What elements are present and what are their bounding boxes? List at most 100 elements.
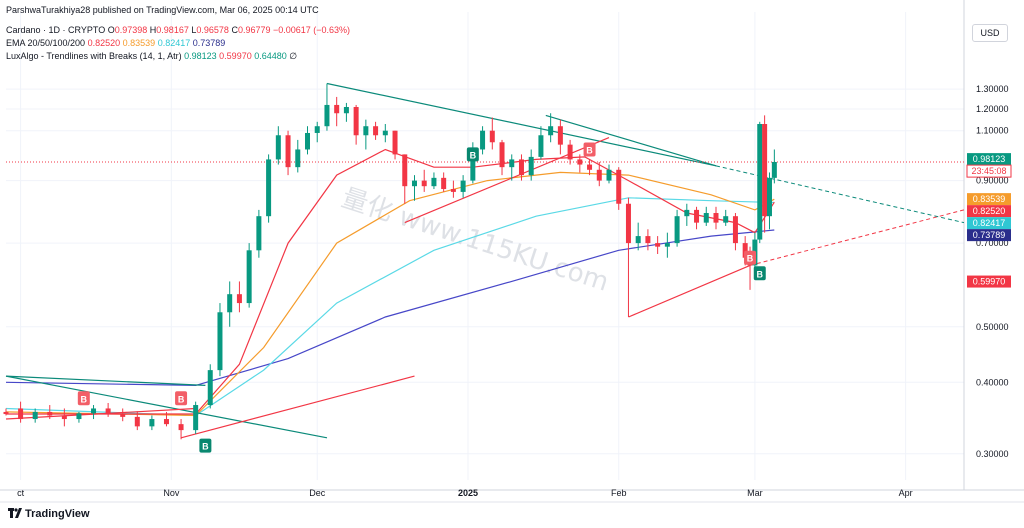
candle-body — [664, 243, 670, 247]
price-label-text: 0.59970 — [973, 277, 1006, 287]
luxalgo-value-2: 0.59970 — [219, 51, 252, 61]
change-value: −0.00617 (−0.63%) — [273, 25, 351, 35]
tradingview-branding[interactable]: TradingView — [8, 508, 90, 520]
publish-text: ParshwaTurakhiya28 published on TradingV… — [6, 5, 319, 15]
candle-body — [460, 180, 466, 192]
candle-body — [91, 408, 97, 414]
candle-body — [766, 177, 772, 217]
price-label-text: 0.82417 — [973, 218, 1006, 228]
marker-label: B — [747, 254, 754, 264]
break-down-marker — [744, 250, 757, 265]
trendline — [180, 375, 415, 439]
high-label: H — [149, 25, 157, 35]
marker-label: B — [178, 394, 185, 404]
y-tick-label: 0.90000 — [976, 176, 1009, 186]
luxalgo-value-1: 0.98123 — [184, 51, 217, 61]
marker-label: B — [586, 145, 593, 155]
price-label-text: 0.73789 — [973, 230, 1006, 240]
y-tick-label: 1.30000 — [976, 84, 1009, 94]
candle-body — [645, 236, 651, 244]
break-down-marker — [77, 391, 90, 406]
candle-body — [771, 161, 777, 178]
y-tick-label: 0.50000 — [976, 322, 1009, 332]
candle-body — [713, 213, 719, 223]
candle-body — [227, 294, 233, 313]
candle-body — [762, 124, 768, 217]
y-tick-label: 1.10000 — [976, 126, 1009, 136]
y-tick-label: 1.20000 — [976, 104, 1009, 114]
tradingview-brand-text: TradingView — [25, 508, 90, 520]
price-label-box — [967, 193, 1011, 206]
high-value: 0.98167 — [156, 25, 189, 35]
candle-body — [178, 424, 184, 431]
symbol-label[interactable]: Cardano · 1D · CRYPTO — [6, 25, 106, 35]
break-up-marker — [753, 266, 766, 281]
candle-body — [655, 243, 661, 247]
ema200-value: 0.73789 — [192, 38, 226, 48]
candle-body — [207, 370, 213, 406]
candle-body — [285, 135, 291, 168]
trendline — [545, 114, 717, 167]
price-label-box — [967, 275, 1011, 288]
candle-body — [732, 216, 738, 244]
candle-body — [499, 142, 505, 168]
candle-body — [421, 180, 427, 187]
candle-body — [538, 135, 544, 157]
luxalgo-label: LuxAlgo - Trendlines with Breaks (14, 1,… — [6, 51, 182, 61]
candle-body — [382, 130, 388, 136]
luxalgo-value-end: ∅ — [289, 51, 298, 61]
x-tick-label: Mar — [747, 488, 763, 498]
y-tick-label: 0.40000 — [976, 377, 1009, 387]
x-tick-label: Feb — [611, 488, 627, 498]
marker-label: B — [470, 150, 477, 160]
candle-body — [684, 209, 690, 217]
candle-body — [703, 213, 709, 223]
candle-body — [314, 126, 320, 133]
trendline — [326, 82, 717, 167]
candle-body — [606, 169, 612, 181]
x-tick-label: Nov — [163, 488, 180, 498]
candle-body — [567, 144, 573, 160]
candle-body — [431, 177, 437, 187]
price-label-text: 0.98123 — [973, 154, 1006, 164]
candle-body — [246, 250, 252, 304]
low-label: L — [191, 25, 197, 35]
candle-body — [149, 419, 155, 427]
luxalgo-legend[interactable]: LuxAlgo - Trendlines with Breaks (14, 1,… — [6, 50, 297, 62]
candle-body — [105, 408, 111, 415]
candle-body — [193, 405, 199, 431]
trendline — [404, 137, 610, 224]
candle-body — [587, 164, 593, 170]
candle-body — [305, 132, 311, 150]
break-up-marker — [466, 147, 479, 162]
candle-body — [557, 126, 563, 145]
publish-line: ParshwaTurakhiya28 published on TradingV… — [6, 4, 319, 16]
candle-body — [266, 159, 272, 217]
candle-body — [32, 411, 38, 420]
break-up-marker — [199, 438, 212, 453]
ema100-line — [5, 197, 775, 417]
candle-body — [120, 414, 126, 417]
candle-body — [635, 236, 641, 244]
price-label-text: 0.83539 — [973, 194, 1006, 204]
candle-body — [625, 203, 631, 244]
currency-button[interactable]: USD — [972, 24, 1008, 42]
candle-body — [373, 126, 379, 136]
price-label-box — [967, 217, 1011, 230]
candle-body — [76, 413, 82, 420]
trendline — [628, 264, 751, 318]
candle-body — [518, 159, 524, 176]
break-down-marker — [583, 142, 596, 157]
marker-label: B — [757, 269, 764, 279]
candle-body — [411, 180, 417, 187]
ema-legend[interactable]: EMA 20/50/100/200 0.82520 0.83539 0.8241… — [6, 37, 225, 49]
x-tick-label: Dec — [309, 488, 326, 498]
marker-label: B — [81, 394, 88, 404]
candle-body — [343, 106, 349, 114]
price-label-box — [967, 205, 1011, 218]
candle-body — [353, 106, 359, 136]
candle-body — [577, 159, 583, 165]
tradingview-logo-icon — [8, 508, 22, 518]
